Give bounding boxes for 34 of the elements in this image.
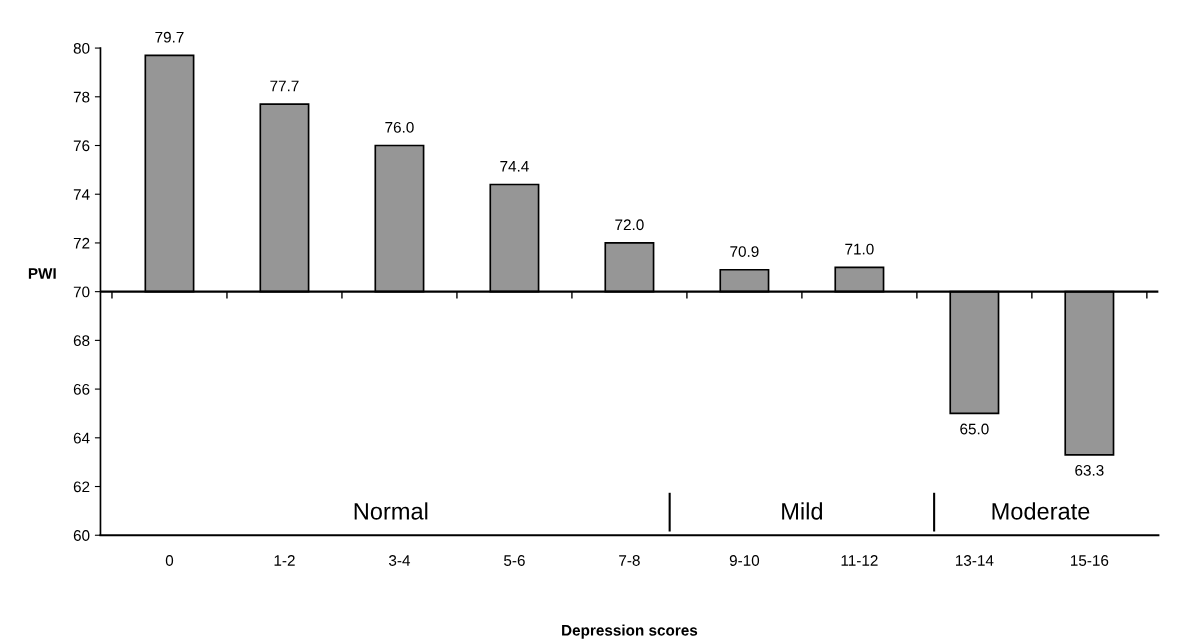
y-tick-label: 78 bbox=[73, 91, 90, 103]
x-tick-label: 1-2 bbox=[274, 555, 295, 566]
y-tick-label: 64 bbox=[73, 432, 90, 444]
y-tick-label: 76 bbox=[73, 140, 90, 152]
y-tick-label: 70 bbox=[73, 286, 90, 298]
data-label: 77.7 bbox=[270, 80, 299, 92]
x-tick-label: 0 bbox=[165, 555, 174, 566]
y-axis-title: PWI bbox=[28, 268, 56, 279]
y-tick-label: 74 bbox=[73, 189, 90, 200]
data-label: 70.9 bbox=[730, 246, 759, 257]
data-label: 74.4 bbox=[500, 161, 529, 172]
y-tick-label: 66 bbox=[73, 383, 90, 395]
y-tick-label: 72 bbox=[73, 237, 90, 249]
annotation: Moderate bbox=[992, 502, 1090, 520]
data-label: 71.0 bbox=[845, 243, 874, 255]
x-tick-label: 15-16 bbox=[1071, 555, 1109, 566]
data-label: 79.7 bbox=[155, 31, 184, 43]
y-tick-label: 68 bbox=[73, 335, 90, 347]
y-tick-label: 80 bbox=[73, 42, 90, 54]
x-axis-title: Depression scores bbox=[562, 624, 698, 639]
x-tick-label: 11-12 bbox=[841, 555, 878, 566]
data-label: 65.0 bbox=[960, 423, 989, 435]
x-tick-label: 5-6 bbox=[504, 555, 525, 566]
x-tick-label: 3-4 bbox=[388, 555, 411, 566]
data-label: 63.3 bbox=[1075, 465, 1104, 476]
x-tick-label: 7-8 bbox=[619, 555, 640, 566]
annotation: Mild bbox=[782, 502, 823, 520]
data-label: 72.0 bbox=[615, 219, 644, 231]
data-label: 76.0 bbox=[385, 121, 414, 133]
x-tick-label: 13-14 bbox=[956, 555, 994, 566]
annotation: Normal bbox=[354, 502, 428, 520]
x-tick-label: 9-10 bbox=[729, 555, 760, 566]
y-tick-label: 62 bbox=[73, 481, 90, 493]
y-tick-label: 60 bbox=[73, 530, 90, 541]
